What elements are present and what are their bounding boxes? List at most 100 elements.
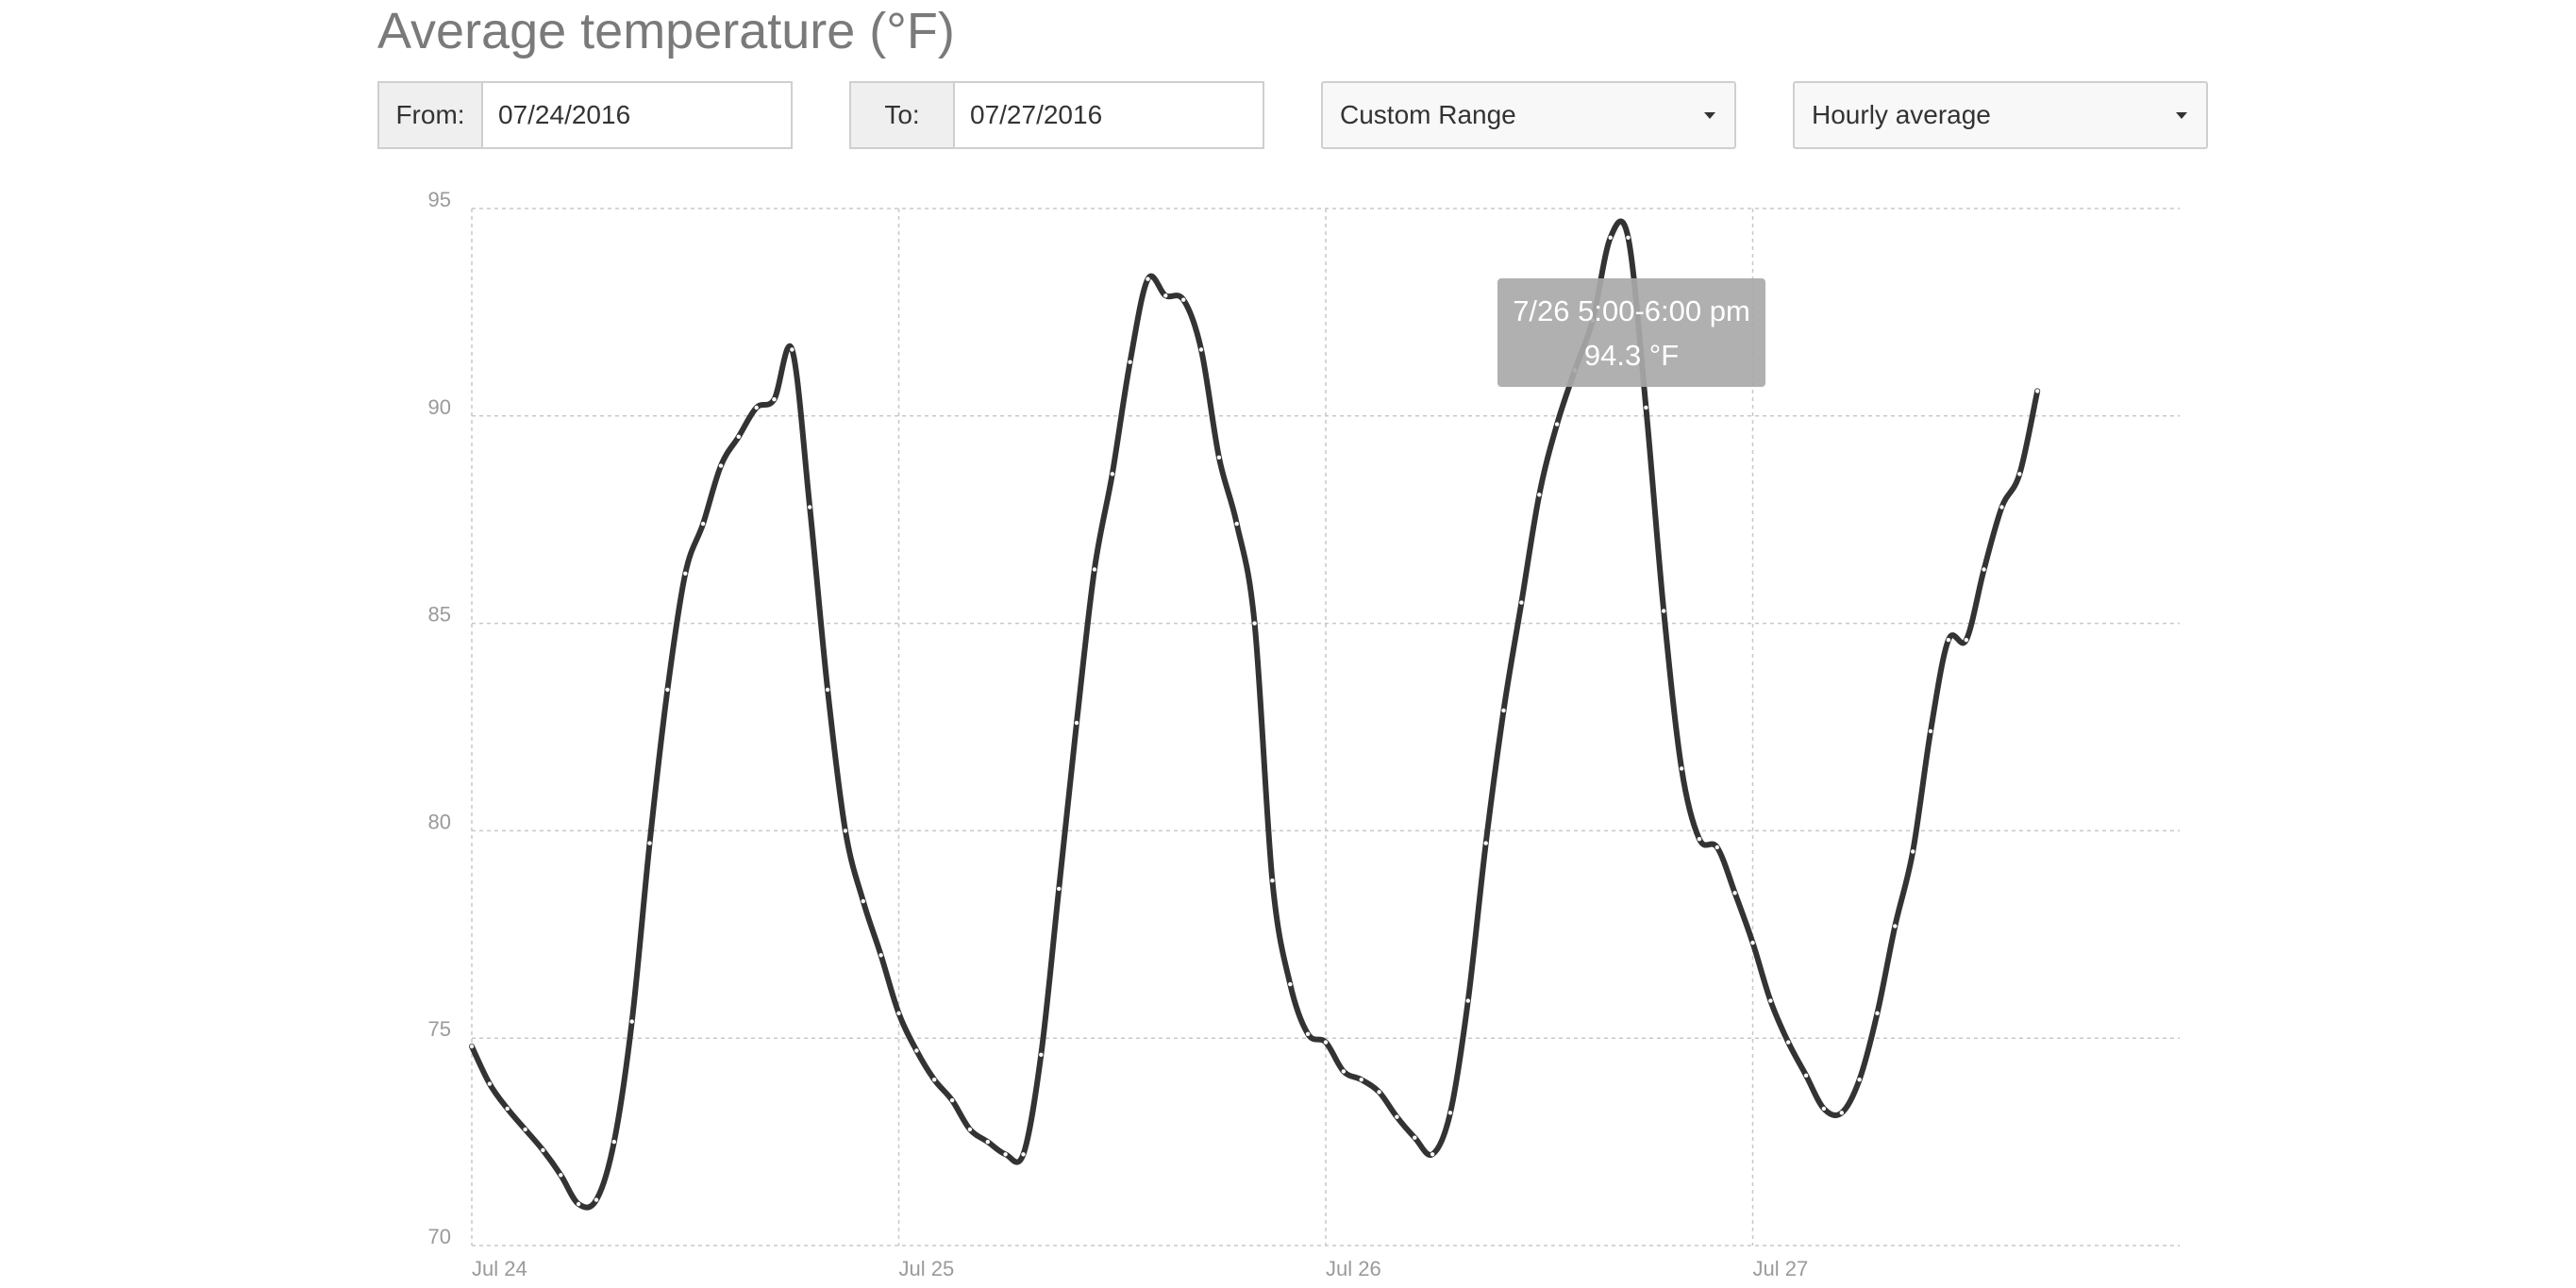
data-point — [790, 347, 795, 352]
data-point — [1928, 728, 1933, 734]
range-select-value: Custom Range — [1340, 100, 1516, 129]
data-point — [1626, 235, 1631, 240]
data-point — [1057, 886, 1062, 892]
x-tick-label: Jul 26 — [1326, 1257, 1381, 1280]
data-point — [861, 898, 865, 904]
x-tick-label: Jul 24 — [472, 1257, 527, 1280]
data-point — [808, 505, 812, 510]
data-point — [1323, 1040, 1329, 1045]
x-tick-label: Jul 27 — [1753, 1257, 1809, 1280]
data-point — [1537, 493, 1542, 497]
data-point — [647, 841, 652, 845]
data-point — [1413, 1135, 1417, 1140]
data-point — [505, 1106, 510, 1112]
data-point — [1003, 1152, 1008, 1157]
to-label: To: — [851, 83, 955, 147]
data-point — [665, 687, 670, 693]
from-date-group: From: 07/24/2016 — [377, 81, 793, 149]
aggregation-select[interactable]: Hourly average — [1793, 81, 2208, 149]
data-point — [523, 1127, 527, 1132]
data-point — [1911, 849, 1915, 854]
data-point — [1964, 638, 1968, 643]
data-point — [1395, 1114, 1399, 1119]
data-point — [1270, 878, 1275, 883]
tooltip: 7/26 5:00-6:00 pm 94.3 °F — [1497, 278, 1765, 387]
data-point — [1732, 891, 1737, 895]
data-point — [1110, 472, 1115, 477]
data-point — [629, 1019, 634, 1024]
data-point — [1146, 276, 1150, 281]
data-point — [594, 1197, 599, 1202]
data-point — [1679, 766, 1684, 771]
data-point — [541, 1147, 545, 1153]
data-point — [1465, 998, 1471, 1003]
caret-down-icon — [2176, 112, 2187, 119]
data-point — [1750, 940, 1755, 945]
data-point — [932, 1078, 937, 1082]
series-line-group — [469, 218, 2041, 1211]
data-point — [1359, 1078, 1363, 1082]
data-point — [1377, 1090, 1381, 1095]
x-tick-label: Jul 25 — [899, 1257, 955, 1280]
series-line — [469, 218, 2041, 1211]
tooltip-time: 7/26 5:00-6:00 pm — [1513, 294, 1750, 327]
data-point — [611, 1139, 616, 1145]
y-tick-label: 85 — [428, 603, 451, 627]
data-point — [1234, 521, 1239, 527]
data-point — [718, 463, 724, 468]
data-point — [1857, 1078, 1862, 1082]
data-point — [1662, 609, 1666, 613]
data-point — [1216, 455, 1222, 460]
data-point — [825, 687, 830, 693]
data-point — [1875, 1011, 1880, 1016]
data-point — [1039, 1052, 1044, 1058]
data-point — [1519, 600, 1524, 605]
y-axis-ticks: 70 75 80 85 90 95 — [428, 188, 451, 1248]
data-point — [469, 1044, 475, 1049]
data-point — [1163, 293, 1168, 298]
y-tick-label: 95 — [428, 188, 451, 211]
data-point — [878, 953, 883, 958]
data-point — [914, 1048, 919, 1053]
data-point — [1128, 360, 1132, 364]
data-point — [1501, 708, 1506, 713]
data-point — [1554, 422, 1560, 427]
data-point — [1893, 924, 1898, 928]
data-point — [1288, 981, 1293, 987]
data-point — [1768, 998, 1773, 1003]
data-point — [487, 1081, 493, 1086]
data-point — [1999, 505, 2004, 510]
data-point — [1021, 1152, 1026, 1157]
data-point — [1644, 405, 1648, 410]
data-point — [576, 1201, 581, 1207]
data-point — [1786, 1040, 1791, 1045]
data-point — [1092, 567, 1097, 572]
data-point — [1821, 1106, 1827, 1112]
y-tick-label: 75 — [428, 1017, 451, 1041]
data-point — [1982, 567, 1986, 572]
data-point — [772, 397, 777, 402]
data-point — [1697, 837, 1702, 842]
data-point — [736, 434, 741, 439]
y-tick-label: 90 — [428, 395, 451, 419]
caret-down-icon — [1704, 112, 1715, 119]
data-point — [1341, 1069, 1347, 1074]
data-point — [1074, 720, 1079, 726]
data-point — [559, 1173, 563, 1178]
data-point — [1430, 1152, 1435, 1157]
aggregation-select-value: Hourly average — [1812, 100, 1991, 129]
range-select[interactable]: Custom Range — [1321, 81, 1736, 149]
data-point — [896, 1011, 901, 1016]
from-date-input[interactable]: 07/24/2016 — [483, 83, 791, 147]
to-date-input[interactable]: 07/27/2016 — [955, 83, 1263, 147]
data-point — [1198, 347, 1204, 352]
page-title: Average temperature (°F) — [377, 3, 955, 59]
data-point — [1181, 297, 1186, 302]
data-point — [1608, 235, 1613, 240]
data-point — [1305, 1031, 1311, 1037]
data-point — [1839, 1111, 1845, 1115]
data-point — [2035, 389, 2040, 393]
data-point — [967, 1127, 973, 1132]
data-point — [754, 405, 759, 410]
